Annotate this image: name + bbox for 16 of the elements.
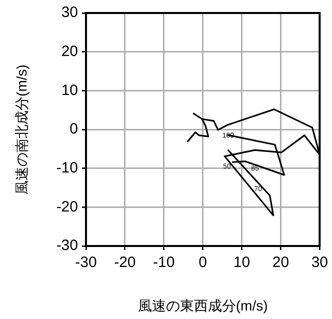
y-tick-label: 0 bbox=[70, 120, 78, 138]
x-tick-label: 20 bbox=[272, 254, 290, 272]
x-axis-title: 風速の東西成分(m/s) bbox=[138, 297, 268, 314]
x-tick-label: -10 bbox=[153, 254, 175, 272]
x-tick-label: -30 bbox=[75, 254, 97, 272]
y-tick-label: -30 bbox=[56, 237, 78, 254]
x-tick-label: -20 bbox=[114, 254, 136, 272]
y-tick-label: -10 bbox=[56, 159, 78, 176]
y-axis-title: 風速の南北成分(m/s) bbox=[13, 64, 30, 194]
x-tick-label: 10 bbox=[233, 254, 250, 272]
x-tick-label: 30 bbox=[311, 254, 328, 272]
y-tick-label: 30 bbox=[61, 4, 78, 22]
y-tick-label: 20 bbox=[61, 42, 78, 60]
x-tick-label: 0 bbox=[198, 254, 207, 272]
y-tick-label: 10 bbox=[61, 82, 78, 99]
y-tick-label: -20 bbox=[56, 198, 78, 216]
